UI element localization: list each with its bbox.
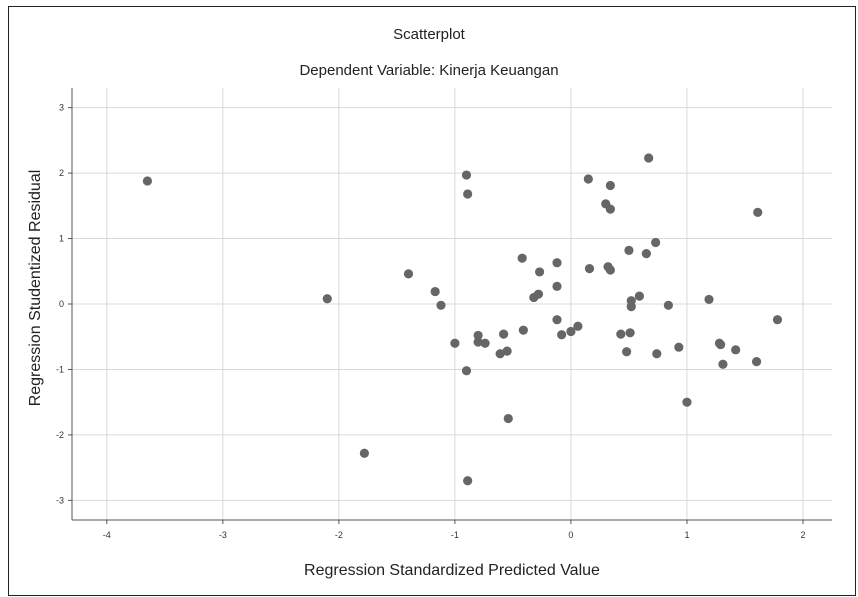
scatter-point	[436, 300, 446, 310]
scatter-point	[584, 264, 595, 274]
scatter-point	[641, 249, 651, 259]
scatter-point	[450, 338, 460, 348]
scatter-point	[463, 189, 473, 199]
scatter-point	[552, 281, 562, 291]
scatter-point	[503, 413, 513, 424]
x-tick-label: 1	[684, 530, 689, 540]
scatter-point	[517, 253, 527, 263]
scatter-point	[142, 176, 153, 186]
scatter-point	[644, 153, 654, 163]
scatter-point	[322, 294, 332, 304]
scatter-point	[605, 204, 615, 214]
scatter-point	[626, 302, 636, 312]
scatter-point	[461, 366, 472, 376]
scatter-point	[663, 300, 673, 310]
x-tick-label: 0	[568, 530, 573, 540]
scatter-point	[461, 170, 472, 180]
scatter-point	[583, 174, 593, 184]
scatter-point	[573, 321, 583, 331]
chart-title: Scatterplot	[393, 26, 465, 43]
x-axis-label: Regression Standardized Predicted Value	[304, 562, 600, 579]
scatter-point	[552, 315, 562, 325]
scatter-point	[566, 326, 576, 337]
x-tick-label: -4	[103, 530, 111, 540]
y-axis-label: Regression Studentized Residual	[27, 169, 44, 407]
scatter-point	[502, 346, 512, 356]
y-tick-label: -1	[56, 364, 64, 374]
scatter-point	[463, 476, 473, 486]
scatter-point	[605, 180, 615, 191]
scatter-point	[535, 267, 545, 277]
scatter-point	[359, 448, 369, 458]
scatter-point	[731, 345, 741, 355]
scatter-point	[518, 325, 528, 335]
scatter-point	[682, 397, 692, 407]
scatter-point	[473, 337, 483, 347]
grid-lines	[72, 88, 832, 520]
scatter-point	[753, 207, 763, 217]
x-tick-label: -1	[451, 530, 459, 540]
chart-subtitle: Dependent Variable: Kinerja Keuangan	[299, 62, 559, 79]
scatter-point	[622, 347, 632, 357]
scatter-point	[616, 329, 626, 339]
x-tick-label: -2	[335, 530, 343, 540]
scatter-point	[772, 315, 783, 325]
scatter-point	[634, 291, 644, 301]
scatter-point	[430, 286, 440, 297]
x-tick-label: 2	[800, 530, 805, 540]
y-tick-label: 3	[59, 103, 64, 113]
scatter-point	[624, 245, 634, 255]
y-tick-label: 1	[59, 234, 64, 244]
scatter-point	[473, 330, 483, 341]
scatter-point	[652, 349, 662, 359]
scatter-point	[495, 349, 505, 359]
y-tick-label: 2	[59, 168, 64, 178]
scatter-point	[403, 269, 414, 279]
tick-labels: -4 -3 -2 -1 0 1 2 -3 -2 -1 0 1 2 3	[56, 103, 806, 540]
scatter-point	[716, 339, 726, 350]
scatter-point	[605, 265, 615, 275]
y-tick-label: 0	[59, 299, 64, 309]
scatter-point	[674, 342, 684, 352]
scatter-point	[625, 328, 635, 338]
y-tick-label: -3	[56, 495, 64, 505]
scatter-point	[751, 357, 762, 367]
scatter-point	[651, 237, 661, 248]
scatter-point	[533, 289, 544, 299]
x-tick-label: -3	[219, 530, 227, 540]
scatter-point	[499, 329, 509, 339]
y-tick-label: -2	[56, 430, 64, 440]
scatter-point	[480, 338, 490, 348]
scatter-point	[552, 258, 562, 268]
scatter-point	[704, 294, 714, 305]
data-points	[142, 153, 783, 486]
axes	[68, 88, 832, 524]
scatter-point	[718, 359, 728, 369]
scatter-point	[557, 330, 567, 340]
chart-frame	[8, 6, 856, 596]
